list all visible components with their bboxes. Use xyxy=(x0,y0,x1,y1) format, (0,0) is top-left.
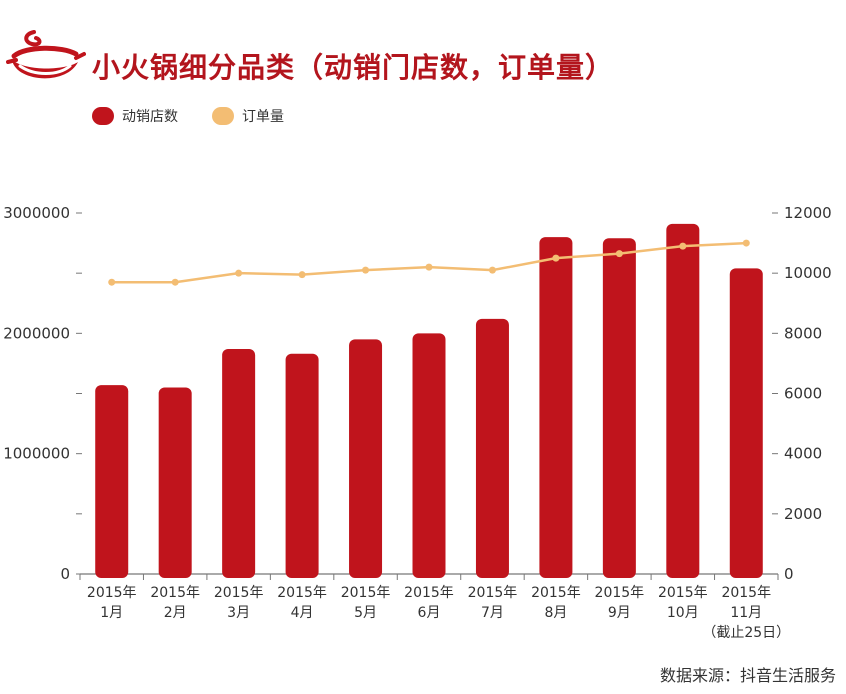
x-tick-label-line: 2015年 xyxy=(404,585,454,601)
legend-item-orders: 订单量 xyxy=(212,106,284,126)
legend-swatch-orders xyxy=(212,107,234,125)
right-tick-label: 0 xyxy=(784,565,794,583)
x-tick-label: 2015年 4月 xyxy=(277,585,327,621)
x-tick-label: 2015年 11月 （截止25日） xyxy=(702,585,790,641)
right-tick-label: 12000 xyxy=(784,204,832,222)
x-tick-label: 2015年 5月 xyxy=(341,585,391,621)
hotpot-logo-icon xyxy=(6,30,86,79)
order-point-3 xyxy=(235,269,243,277)
order-point-4 xyxy=(298,271,306,279)
order-point-8 xyxy=(552,254,560,262)
x-tick-label: 2015年 1月 xyxy=(87,585,137,621)
x-tick-label-line: 4月 xyxy=(291,605,314,621)
x-tick-label: 2015年 8月 xyxy=(531,585,581,621)
bar-5 xyxy=(349,339,383,578)
left-tick-label: 3000000 xyxy=(3,204,70,222)
left-tick-label: 2000000 xyxy=(3,324,70,342)
x-tick-label-line: 2015年 xyxy=(277,585,327,601)
order-point-10 xyxy=(679,242,687,250)
source-note: 数据来源：抖音生活服务 xyxy=(659,666,836,685)
x-tick-label: 2015年 2月 xyxy=(150,585,200,621)
x-tick-label: 2015年 10月 xyxy=(658,585,708,621)
bar-10 xyxy=(666,223,700,578)
bars xyxy=(95,223,763,579)
order-line-path xyxy=(111,241,747,284)
x-tick-label-line: 6月 xyxy=(418,605,441,621)
bar-8 xyxy=(539,237,573,579)
right-axis-ticks: 0 2000 4000 6000 8000 10000 12000 xyxy=(772,204,832,583)
x-tick-label-line: 2015年 xyxy=(595,585,645,601)
x-tick-label-line: 2015年 xyxy=(721,585,771,601)
bar-9 xyxy=(602,238,636,578)
order-point-7 xyxy=(488,266,496,274)
x-tick-label: 2015年 7月 xyxy=(468,585,518,621)
x-tick-label-line: 10月 xyxy=(667,605,699,621)
x-tick-label-line: 8月 xyxy=(544,605,567,621)
x-tick-label-line: 11月 xyxy=(730,605,762,621)
bar-2 xyxy=(158,387,192,578)
right-tick-label: 2000 xyxy=(784,505,822,523)
x-tick-label: 2015年 3月 xyxy=(214,585,264,621)
legend-swatch-stores xyxy=(92,107,114,125)
x-tick-label-line: 2015年 xyxy=(468,585,518,601)
x-tick-label-line: 9月 xyxy=(608,605,631,621)
x-tick-label: 2015年 9月 xyxy=(595,585,645,621)
order-point-5 xyxy=(362,266,370,274)
bar-4 xyxy=(285,353,319,578)
order-line xyxy=(108,239,750,286)
x-tick-label-line: 5月 xyxy=(354,605,377,621)
right-tick-label: 8000 xyxy=(784,324,822,342)
x-tick-label-line: （截止25日） xyxy=(702,625,790,641)
legend-label-stores: 动销店数 xyxy=(122,109,178,125)
left-tick-label: 1000000 xyxy=(3,445,70,463)
x-tick-label-line: 7月 xyxy=(481,605,504,621)
x-tick-label-line: 2015年 xyxy=(658,585,708,601)
x-tick-label-line: 2015年 xyxy=(341,585,391,601)
order-point-2 xyxy=(171,278,179,286)
left-axis-ticks: 0 1000000 2000000 3000000 xyxy=(3,204,82,583)
x-tick-label-line: 3月 xyxy=(227,605,250,621)
legend-label-orders: 订单量 xyxy=(242,109,284,125)
right-tick-label: 10000 xyxy=(784,264,832,282)
legend-item-stores: 动销店数 xyxy=(92,106,178,126)
header: 小火锅细分品类（动销门店数，订单量） 动销店数 订单量 xyxy=(0,0,846,140)
x-tick-label-line: 2015年 xyxy=(531,585,581,601)
right-tick-label: 4000 xyxy=(784,445,822,463)
chart-title: 小火锅细分品类（动销门店数，订单量） xyxy=(92,51,615,84)
bar-3 xyxy=(222,348,256,578)
x-tick-label-line: 1月 xyxy=(100,605,123,621)
order-point-11 xyxy=(742,239,750,247)
x-tick-label-line: 2月 xyxy=(164,605,187,621)
legend: 动销店数 订单量 xyxy=(92,106,318,126)
bar-11 xyxy=(729,268,763,578)
order-point-9 xyxy=(615,250,623,258)
left-tick-label: 0 xyxy=(60,565,70,583)
x-tick-label: 2015年 6月 xyxy=(404,585,454,621)
x-tick-label-line: 2015年 xyxy=(150,585,200,601)
x-tick-label-line: 2015年 xyxy=(214,585,264,601)
x-tick-label-line: 2015年 xyxy=(87,585,137,601)
order-point-6 xyxy=(425,263,433,271)
bar-7 xyxy=(475,318,509,578)
order-point-1 xyxy=(108,278,116,286)
right-tick-label: 6000 xyxy=(784,385,822,403)
bar-1 xyxy=(95,385,129,578)
bar-6 xyxy=(412,333,446,578)
